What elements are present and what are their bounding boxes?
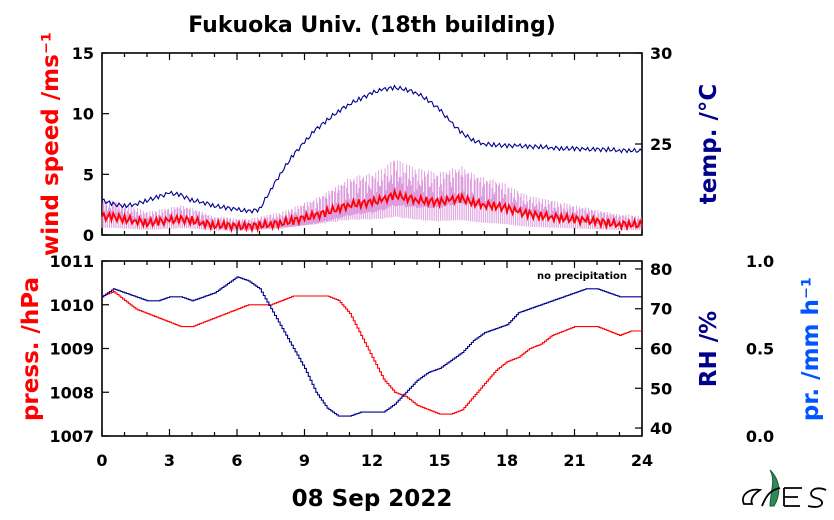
wind-speed-line (101, 187, 643, 234)
x-tick-label: 15 (428, 451, 450, 470)
temperature-line (101, 84, 643, 214)
top-series (101, 84, 643, 234)
no-precipitation-note: no precipitation (537, 271, 627, 282)
y-left-tick-label: 15 (72, 44, 94, 63)
y-right-tick-label: 25 (650, 135, 672, 154)
x-tick-label: 12 (361, 451, 383, 470)
wind-speed-axis-label: wind speed /ms⁻¹ (38, 32, 64, 256)
rh-line (102, 276, 642, 417)
x-tick-label: 6 (231, 451, 242, 470)
x-tick-label: 18 (496, 451, 518, 470)
y-left-tick-label: 10 (72, 105, 94, 124)
y-right-tick-label: 30 (650, 44, 672, 63)
bottom-plot-frame (101, 260, 643, 437)
y-right-tick-label: 70 (650, 300, 672, 319)
x-tick-label: 24 (631, 451, 653, 470)
bottom-series (102, 276, 642, 417)
logo-icon (742, 469, 827, 508)
pressure-axis-label: press. /hPa (18, 277, 44, 421)
x-tick-label: 21 (563, 451, 585, 470)
bottom-panel: 1011 1010 1009 1008 1007 80 70 60 50 40 0 3 6 9 12 15 18… (18, 252, 824, 470)
y-left-tick-label: 5 (83, 165, 94, 184)
y-left-tick-label: 1011 (49, 252, 94, 271)
y-right-tick-label: 60 (650, 340, 672, 359)
date-label: 08 Sep 2022 (292, 486, 453, 512)
temp-axis-label: temp. /°C (696, 84, 722, 205)
pressure-line (102, 291, 642, 415)
y-left-tick-label: 1009 (49, 340, 94, 359)
y-left-tick-label: 1008 (49, 383, 94, 402)
figure-title: Fukuoka Univ. (18th building) (188, 13, 556, 38)
bottom-axis-ticks: 1011 1010 1009 1008 1007 80 70 60 50 40 0 3 6 9 12 15 18… (49, 252, 774, 470)
top-panel: 15 10 5 0 30 25 wind speed /ms⁻¹ temp. /°C (38, 32, 722, 256)
y-right-tick-label: 50 (650, 379, 672, 398)
top-axis-ticks: 15 10 5 0 30 25 (72, 44, 673, 245)
precip-axis-label: pr. /mm h⁻¹ (798, 277, 824, 421)
precip-tick-label: 1.0 (746, 252, 774, 271)
x-tick-label: 3 (164, 451, 175, 470)
x-tick-label: 9 (299, 451, 310, 470)
precip-tick-label: 0.5 (746, 340, 774, 359)
y-right-tick-label: 40 (650, 419, 672, 438)
y-left-tick-label: 0 (83, 226, 94, 245)
precip-tick-label: 0.0 (746, 427, 774, 446)
x-tick-label: 0 (96, 451, 107, 470)
y-right-tick-label: 80 (650, 260, 672, 279)
rh-axis-label: RH /% (696, 311, 722, 387)
y-left-tick-label: 1010 (49, 296, 94, 315)
y-left-tick-label: 1007 (49, 427, 94, 446)
